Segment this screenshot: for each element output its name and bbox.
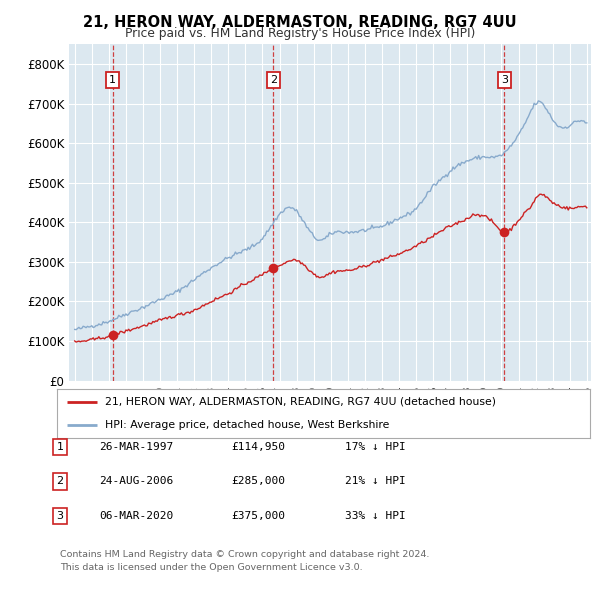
- Text: 06-MAR-2020: 06-MAR-2020: [99, 512, 173, 521]
- Text: HPI: Average price, detached house, West Berkshire: HPI: Average price, detached house, West…: [105, 420, 389, 430]
- Text: 33% ↓ HPI: 33% ↓ HPI: [345, 512, 406, 521]
- Text: 26-MAR-1997: 26-MAR-1997: [99, 442, 173, 451]
- Text: Price paid vs. HM Land Registry's House Price Index (HPI): Price paid vs. HM Land Registry's House …: [125, 27, 475, 40]
- Text: 17% ↓ HPI: 17% ↓ HPI: [345, 442, 406, 451]
- Text: 1: 1: [56, 442, 64, 451]
- Text: 1: 1: [109, 75, 116, 85]
- Text: 21, HERON WAY, ALDERMASTON, READING, RG7 4UU: 21, HERON WAY, ALDERMASTON, READING, RG7…: [83, 15, 517, 30]
- Text: £285,000: £285,000: [231, 477, 285, 486]
- Text: 2: 2: [56, 477, 64, 486]
- Text: 3: 3: [56, 512, 64, 521]
- Text: 21, HERON WAY, ALDERMASTON, READING, RG7 4UU (detached house): 21, HERON WAY, ALDERMASTON, READING, RG7…: [105, 397, 496, 407]
- Text: Contains HM Land Registry data © Crown copyright and database right 2024.: Contains HM Land Registry data © Crown c…: [60, 550, 430, 559]
- Text: 2: 2: [270, 75, 277, 85]
- Text: 3: 3: [501, 75, 508, 85]
- Text: 24-AUG-2006: 24-AUG-2006: [99, 477, 173, 486]
- Text: 21% ↓ HPI: 21% ↓ HPI: [345, 477, 406, 486]
- Text: This data is licensed under the Open Government Licence v3.0.: This data is licensed under the Open Gov…: [60, 563, 362, 572]
- Text: £375,000: £375,000: [231, 512, 285, 521]
- Text: £114,950: £114,950: [231, 442, 285, 451]
